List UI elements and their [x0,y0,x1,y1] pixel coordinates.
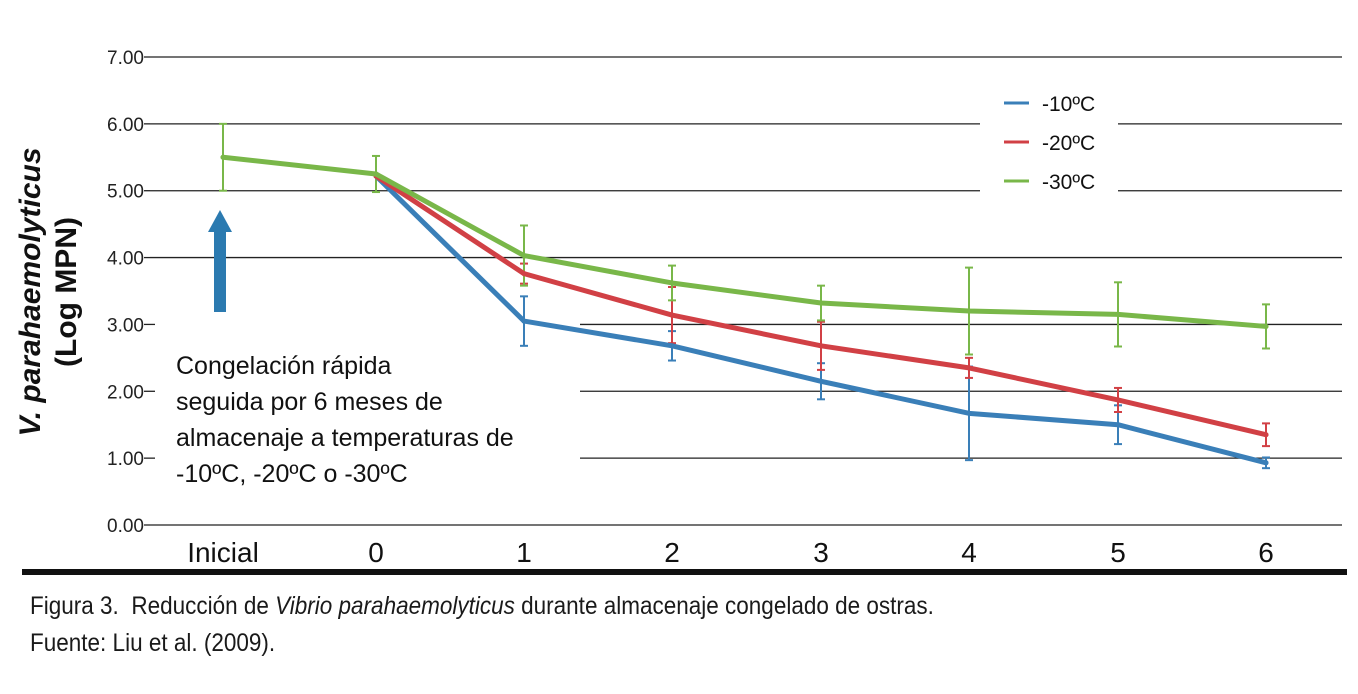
annotation-line: almacenaje a temperaturas de [176,424,514,452]
bottom-rule [22,569,1347,575]
data-point [818,343,824,349]
data-point [521,318,527,324]
data-point [966,365,972,371]
data-point [220,154,226,160]
x-tick-label: 1 [516,537,532,568]
y-tick-label: 1.00 [107,449,144,470]
data-point [1263,432,1269,438]
y-tick-label: 4.00 [107,249,144,270]
x-tick-label: 6 [1258,537,1274,568]
data-point [669,343,675,349]
arrow-head [208,210,232,232]
y-tick-label: 6.00 [107,115,144,136]
data-point [1115,422,1121,428]
x-tick-label: 4 [961,537,977,568]
data-point [966,308,972,314]
figure-caption: Figura 3. Reducción de Vibrio parahaemol… [30,588,1200,662]
data-point [1263,460,1269,466]
chart: 0.00 1.00 2.00 3.00 4.00 5.00 6.00 7.00 Inicial 0… [14,48,1347,575]
data-point [669,312,675,318]
legend-label: -10ºC [1042,93,1095,116]
data-point [521,271,527,277]
y-tick-label: 3.00 [107,315,144,336]
data-point [521,253,527,259]
caption-species-name: Vibrio parahaemolyticus [275,592,515,620]
x-tick-label: 0 [368,537,384,568]
series-line [220,154,1269,329]
legend-label: -30ºC [1042,171,1095,194]
data-point [966,410,972,416]
y-tick-label: 5.00 [107,182,144,203]
data-point [818,378,824,384]
y-axis-label-unit: (Log MPN) [50,217,83,367]
data-point [1115,397,1121,403]
y-tick-label: 7.00 [107,48,144,69]
data-point [669,280,675,286]
annotation-line: -10ºC, -20ºC o -30ºC [176,460,408,488]
legend-label: -20ºC [1042,132,1095,155]
x-tick-label: 2 [664,537,680,568]
caption-line: Figura 3. Reducción de Vibrio parahaemol… [30,588,1200,625]
y-tick-label: 2.00 [107,382,144,403]
annotation-line: Congelación rápida [176,352,392,380]
x-tick-label: 5 [1110,537,1126,568]
data-point [818,300,824,306]
annotation-line: seguida por 6 meses de [176,388,443,416]
data-point [373,171,379,177]
arrow-shaft [214,228,226,312]
caption-figure-label: Figura 3. [30,592,119,620]
x-tick-label: Inicial [187,537,259,568]
data-point [1263,323,1269,329]
y-tick-label: 0.00 [107,516,144,537]
data-point [1115,311,1121,317]
y-axis-label-species: V. parahaemolyticus [14,147,47,436]
x-tick-label: 3 [813,537,829,568]
caption-source: Fuente: Liu et al. (2009). [30,629,276,657]
caption-text-after: durante almacenaje congelado de ostras. [514,592,934,620]
caption-text-before: Reducción de [131,592,276,620]
